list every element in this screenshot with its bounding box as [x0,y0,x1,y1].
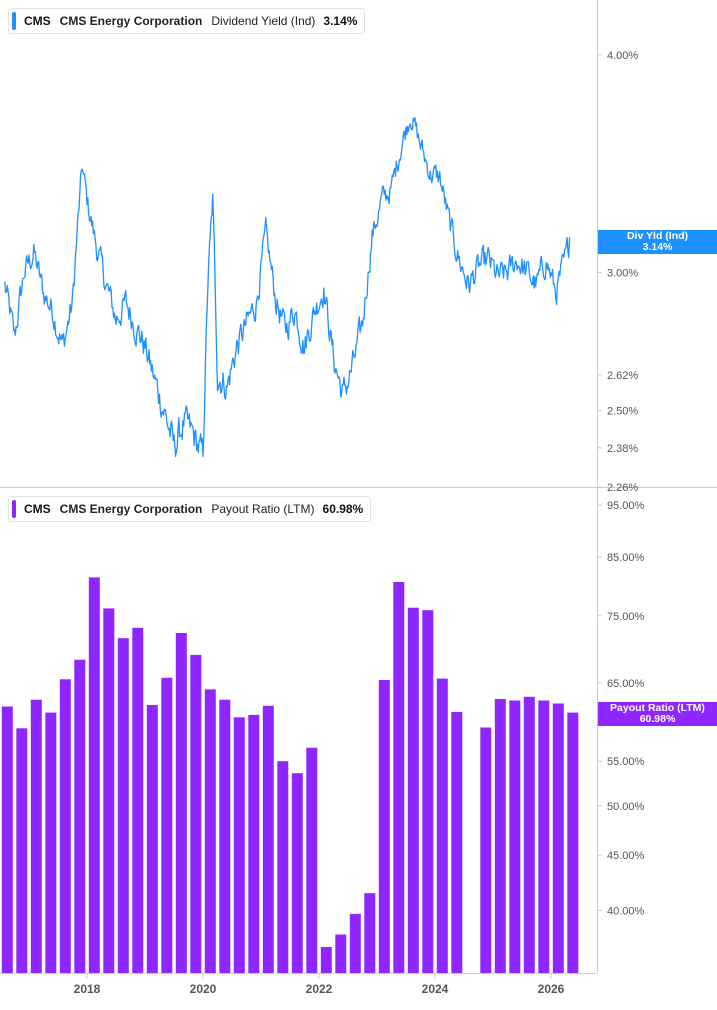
dividend-yield-line [4,117,571,458]
payout-ratio-bar [59,679,71,973]
x-tick-label: 2020 [190,982,217,996]
legend-metric-value: 60.98% [322,502,364,516]
payout-ratio-bar [422,610,434,973]
payout-ratio-bar [509,700,521,973]
x-tick-label: 2018 [74,982,101,996]
payout-ratio-bar [538,700,550,973]
payout-ratio-bar [88,577,100,973]
div-yield-value-flag: Div Yld (Ind) 3.14% [598,230,717,254]
legend-ticker: CMS [24,14,51,28]
y-tick-label: 40.00% [607,905,645,917]
payout-ratio-value-flag: Payout Ratio (LTM) 60.98% [598,702,717,726]
legend-metric-name: Payout Ratio (LTM) [211,502,315,516]
payout-ratio-bar [393,582,405,973]
payout-ratio-legend: CMS CMS Energy Corporation Payout Ratio … [8,496,372,522]
payout-ratio-bar [233,717,245,973]
payout-ratio-bar [219,699,231,973]
payout-ratio-bar [45,712,57,973]
payout-ratio-bar [74,659,86,973]
y-tick-label: 3.00% [607,268,638,280]
dividend-yield-legend: CMS CMS Energy Corporation Dividend Yiel… [8,8,366,34]
payout-ratio-bar [204,689,216,973]
flag-value: 3.14% [642,241,673,253]
y-tick-label: 45.00% [607,850,645,862]
payout-ratio-bar [349,913,361,973]
payout-ratio-bar [378,680,390,973]
payout-ratio-bar [1,706,13,973]
payout-ratio-bar [132,627,144,973]
payout-ratio-bar [552,703,564,973]
y-tick-label: 75.00% [607,611,645,623]
payout-ratio-bar [335,934,347,973]
payout-ratio-bar [30,699,42,973]
x-tick-label: 2022 [306,982,333,996]
payout-ratio-bar [175,633,187,973]
payout-ratio-bar [494,699,506,973]
legend-metric-value: 3.14% [323,14,358,28]
payout-ratio-bar [161,677,173,973]
series-color-marker [12,12,16,30]
payout-ratio-bar [320,947,332,973]
series-color-marker [12,500,16,518]
legend-company-name: CMS Energy Corporation [59,502,203,516]
legend-ticker: CMS [24,502,51,516]
payout-ratio-bar [248,714,260,973]
flag-label: Div Yld (Ind) [626,230,689,242]
payout-ratio-bar [306,747,318,973]
y-tick-label: 85.00% [607,552,645,564]
y-tick-label: 2.26% [607,482,638,494]
y-tick-label: 2.62% [607,370,638,382]
payout-ratio-bar [16,728,28,973]
y-tick-label: 65.00% [607,678,645,690]
y-tick-label: 2.50% [607,406,638,418]
payout-ratio-bar [291,773,303,973]
flag-value: 60.98% [639,713,676,725]
legend-company-name: CMS Energy Corporation [59,14,203,28]
payout-ratio-bar [523,696,535,973]
flag-label: Payout Ratio (LTM) [610,702,705,714]
x-tick-label: 2024 [422,982,449,996]
payout-ratio-bar [451,711,463,973]
payout-ratio-bar [567,712,579,973]
payout-ratio-bar [364,893,376,973]
payout-ratio-bar [190,654,202,973]
payout-ratio-bar [407,607,419,973]
payout-ratio-bar [277,761,289,973]
payout-ratio-bar [103,608,115,973]
legend-metric-name: Dividend Yield (Ind) [211,14,316,28]
y-tick-label: 55.00% [607,756,645,768]
payout-ratio-bar [146,705,158,973]
payout-ratio-bar [480,727,492,973]
y-tick-label: 95.00% [607,500,645,512]
payout-ratio-bar [262,705,274,973]
payout-ratio-bar [117,638,129,973]
y-tick-label: 2.38% [607,443,638,455]
y-tick-label: 50.00% [607,801,645,813]
payout-ratio-bar [436,678,448,973]
y-tick-label: 4.00% [607,50,638,62]
x-tick-label: 2026 [538,982,565,996]
